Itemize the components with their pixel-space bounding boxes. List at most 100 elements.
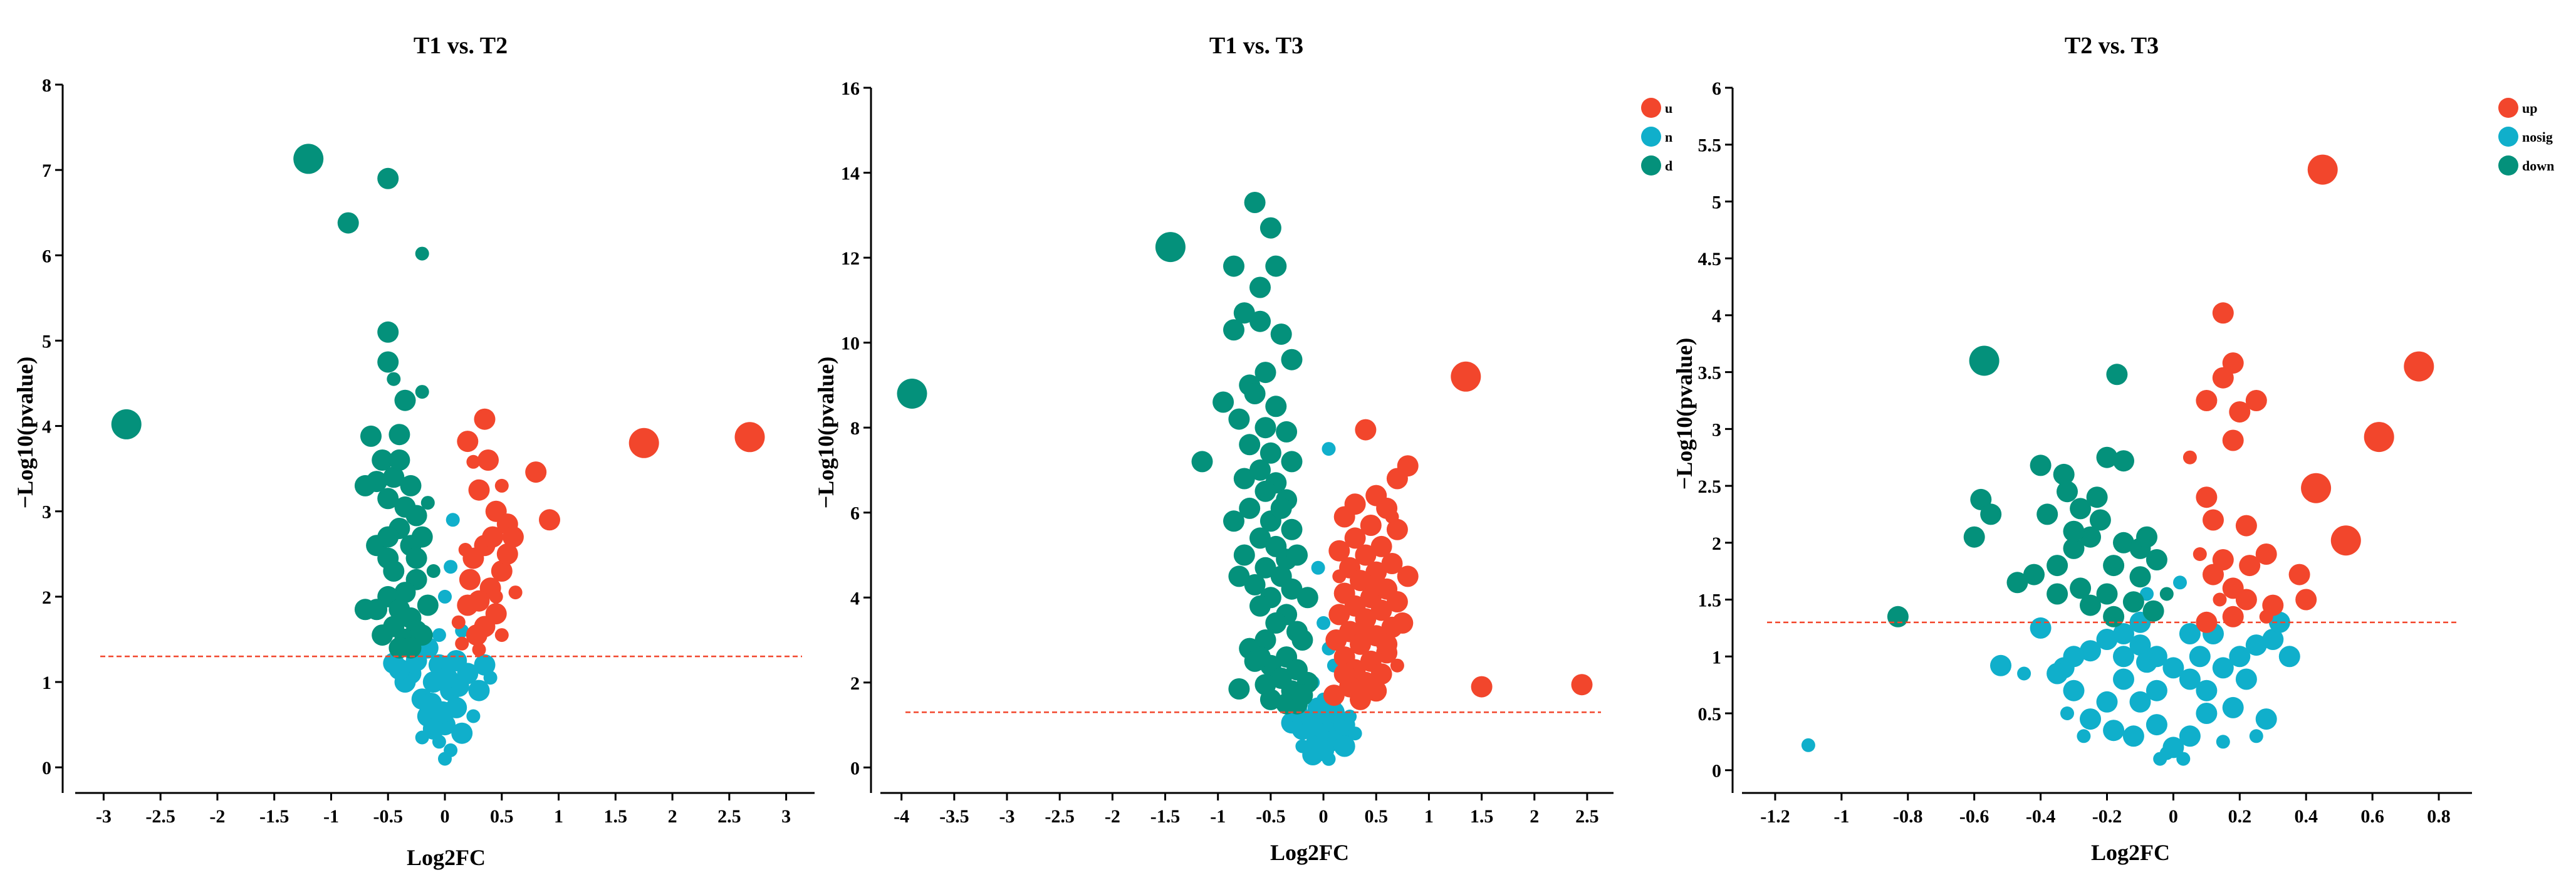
point-up <box>489 589 503 604</box>
y-tick-label: 4.5 <box>1698 249 1722 270</box>
y-tick-label: 0 <box>1712 761 1721 782</box>
x-tick-label: 2 <box>668 806 677 827</box>
point-down <box>293 144 324 174</box>
point-down <box>2086 486 2108 508</box>
y-tick-label: 6 <box>850 503 860 524</box>
x-tick-label: 0 <box>1319 806 1328 827</box>
x-tick-label: 2.5 <box>717 806 741 827</box>
point-down <box>1291 685 1313 706</box>
point-down <box>1276 421 1298 443</box>
point-down <box>2146 549 2167 570</box>
plot-area: 0 0.5 1 1.5 2 2.5 3 3.5 4 4.5 5 5.5 6 -1.2 -1 -0.8 -0.6 -… <box>1698 78 2555 827</box>
point-down <box>2036 503 2058 525</box>
point-up <box>539 509 560 531</box>
point-nosig <box>2136 651 2157 673</box>
point-down <box>1265 612 1287 634</box>
point-down <box>2103 606 2125 627</box>
point-up <box>457 594 479 616</box>
point-nosig <box>2249 729 2263 743</box>
point-down <box>1980 503 2002 525</box>
x-tick-label: -0.2 <box>2092 806 2122 827</box>
point-down <box>394 389 416 411</box>
point-nosig <box>2162 657 2184 679</box>
point-down <box>2053 463 2075 485</box>
point-up <box>1365 680 1387 702</box>
point-down <box>1887 606 1909 627</box>
point-down <box>400 637 422 659</box>
x-tick-label: -1 <box>1833 806 1849 827</box>
y-axis-label: −Log10(pvalue) <box>1672 338 1697 490</box>
point-up <box>1365 574 1387 596</box>
x-tick-label: 0.8 <box>2427 806 2451 827</box>
x-tick-label: -1.5 <box>1150 806 1181 827</box>
point-down <box>2080 594 2101 616</box>
point-up <box>494 628 509 643</box>
x-tick-label: 1.5 <box>604 806 628 827</box>
point-down <box>1270 323 1292 345</box>
point-nosig <box>2030 617 2052 639</box>
point-down <box>1249 276 1271 298</box>
point-nosig <box>2122 725 2144 747</box>
point-nosig <box>1295 739 1310 753</box>
point-nosig <box>2113 623 2134 644</box>
point-down <box>2047 583 2068 605</box>
x-tick-label: 0 <box>441 806 450 827</box>
point-nosig <box>1348 727 1362 741</box>
point-down <box>387 372 401 386</box>
legend-label-down: d <box>1665 158 1672 174</box>
point-up <box>1355 544 1377 566</box>
x-tick-label: 0.5 <box>1364 806 1388 827</box>
x-tick-label: -1.5 <box>259 806 289 827</box>
point-down <box>377 351 399 373</box>
x-tick-label: 2 <box>1530 806 1539 827</box>
y-axis-label: −Log10(pvalue) <box>13 357 38 509</box>
x-tick-label: -1.2 <box>1760 806 1790 827</box>
point-nosig <box>2060 706 2074 720</box>
legend-marker-up <box>1641 98 1661 118</box>
y-tick-label: 6 <box>1712 78 1721 99</box>
x-tick-label: 1 <box>554 806 563 827</box>
point-down <box>377 488 399 510</box>
point-down <box>411 526 433 548</box>
point-down <box>2106 364 2128 386</box>
x-tick-label: -3 <box>96 806 112 827</box>
point-up <box>2295 589 2317 611</box>
point-up <box>1344 527 1366 549</box>
point-down <box>383 466 405 488</box>
y-tick-label: 3 <box>1712 419 1721 440</box>
point-nosig <box>474 654 496 676</box>
point-down <box>1223 255 1244 277</box>
point-up <box>1451 361 1481 392</box>
point-up <box>1471 676 1493 698</box>
y-tick-label: 4 <box>1712 306 1721 327</box>
point-down <box>1244 192 1266 213</box>
point-down <box>2129 566 2151 588</box>
point-nosig <box>2255 708 2277 730</box>
legend-label-up: u <box>1665 100 1672 116</box>
legend-marker-nosig <box>1641 127 1661 147</box>
point-nosig <box>2080 640 2101 662</box>
point-down <box>2057 481 2078 503</box>
y-tick-label: 0 <box>850 758 860 779</box>
legend-label-nosig: nosig <box>2522 129 2553 145</box>
point-up <box>466 454 481 469</box>
y-tick-label: 12 <box>841 248 860 269</box>
point-down <box>111 409 142 439</box>
point-nosig <box>1801 738 1815 752</box>
x-tick-label: 0.4 <box>2294 806 2318 827</box>
x-tick-label: -2 <box>209 806 225 827</box>
point-down <box>1254 362 1276 384</box>
y-tick-label: 3 <box>42 502 51 523</box>
point-down <box>1281 578 1303 600</box>
point-nosig <box>2146 679 2167 701</box>
point-down <box>2089 509 2111 531</box>
point-nosig <box>2189 646 2211 668</box>
x-tick-label: -2.5 <box>145 806 175 827</box>
point-up <box>1370 663 1392 685</box>
point-down <box>377 321 399 343</box>
point-up <box>1332 569 1347 584</box>
point-up <box>2404 351 2434 382</box>
point-down <box>394 582 416 604</box>
point-up <box>496 543 518 565</box>
point-up <box>2213 592 2227 607</box>
